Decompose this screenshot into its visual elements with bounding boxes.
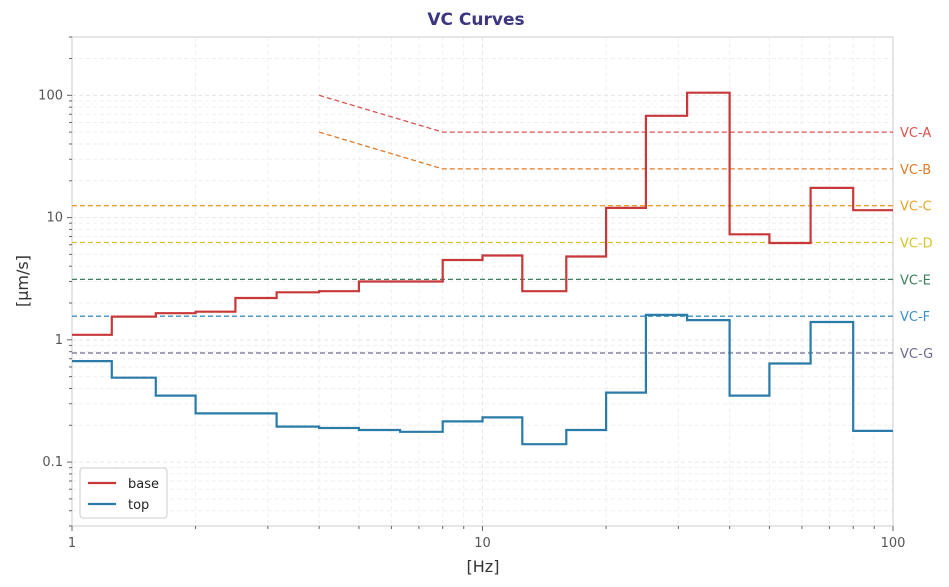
y-tick-label: 1 [55, 333, 63, 348]
vc-label-vc-e: VC-E [900, 273, 931, 288]
x-tick-label: 10 [474, 536, 491, 551]
x-ticks: 1 10 100 [68, 526, 906, 551]
vc-line-vc-b [318, 131, 893, 170]
legend: base top [79, 467, 168, 519]
y-ticks: 0.1 1 10 100 [38, 36, 72, 527]
x-tick-label: 1 [68, 536, 76, 551]
vc-label-vc-b: VC-B [900, 163, 931, 178]
legend-label-base: base [128, 477, 159, 492]
y-tick-label: 0.1 [42, 455, 63, 470]
vc-line-vc-a [318, 94, 893, 133]
vc-label-vc-a: VC-A [900, 126, 931, 141]
y-tick-label: 10 [46, 211, 63, 226]
x-axis-label: [Hz] [467, 557, 500, 576]
series-base [72, 91, 893, 336]
vc-label-vc-g: VC-G [900, 347, 933, 362]
legend-label-top: top [128, 498, 149, 513]
data-series [72, 91, 893, 446]
legend-box [79, 467, 168, 519]
series-top [72, 313, 893, 446]
vc-label-vc-c: VC-C [900, 200, 932, 215]
chart-title: VC Curves [427, 10, 524, 30]
vc-reference-lines: VC-A VC-B VC-C VC-D VC-E VC-F VC-G [72, 94, 933, 362]
x-tick-label: 100 [881, 536, 906, 551]
grid [71, 36, 893, 527]
y-tick-label: 100 [38, 88, 63, 103]
vc-label-vc-f: VC-F [900, 310, 930, 325]
y-axis-label: [µm/s] [13, 255, 32, 307]
vc-label-vc-d: VC-D [900, 237, 933, 252]
